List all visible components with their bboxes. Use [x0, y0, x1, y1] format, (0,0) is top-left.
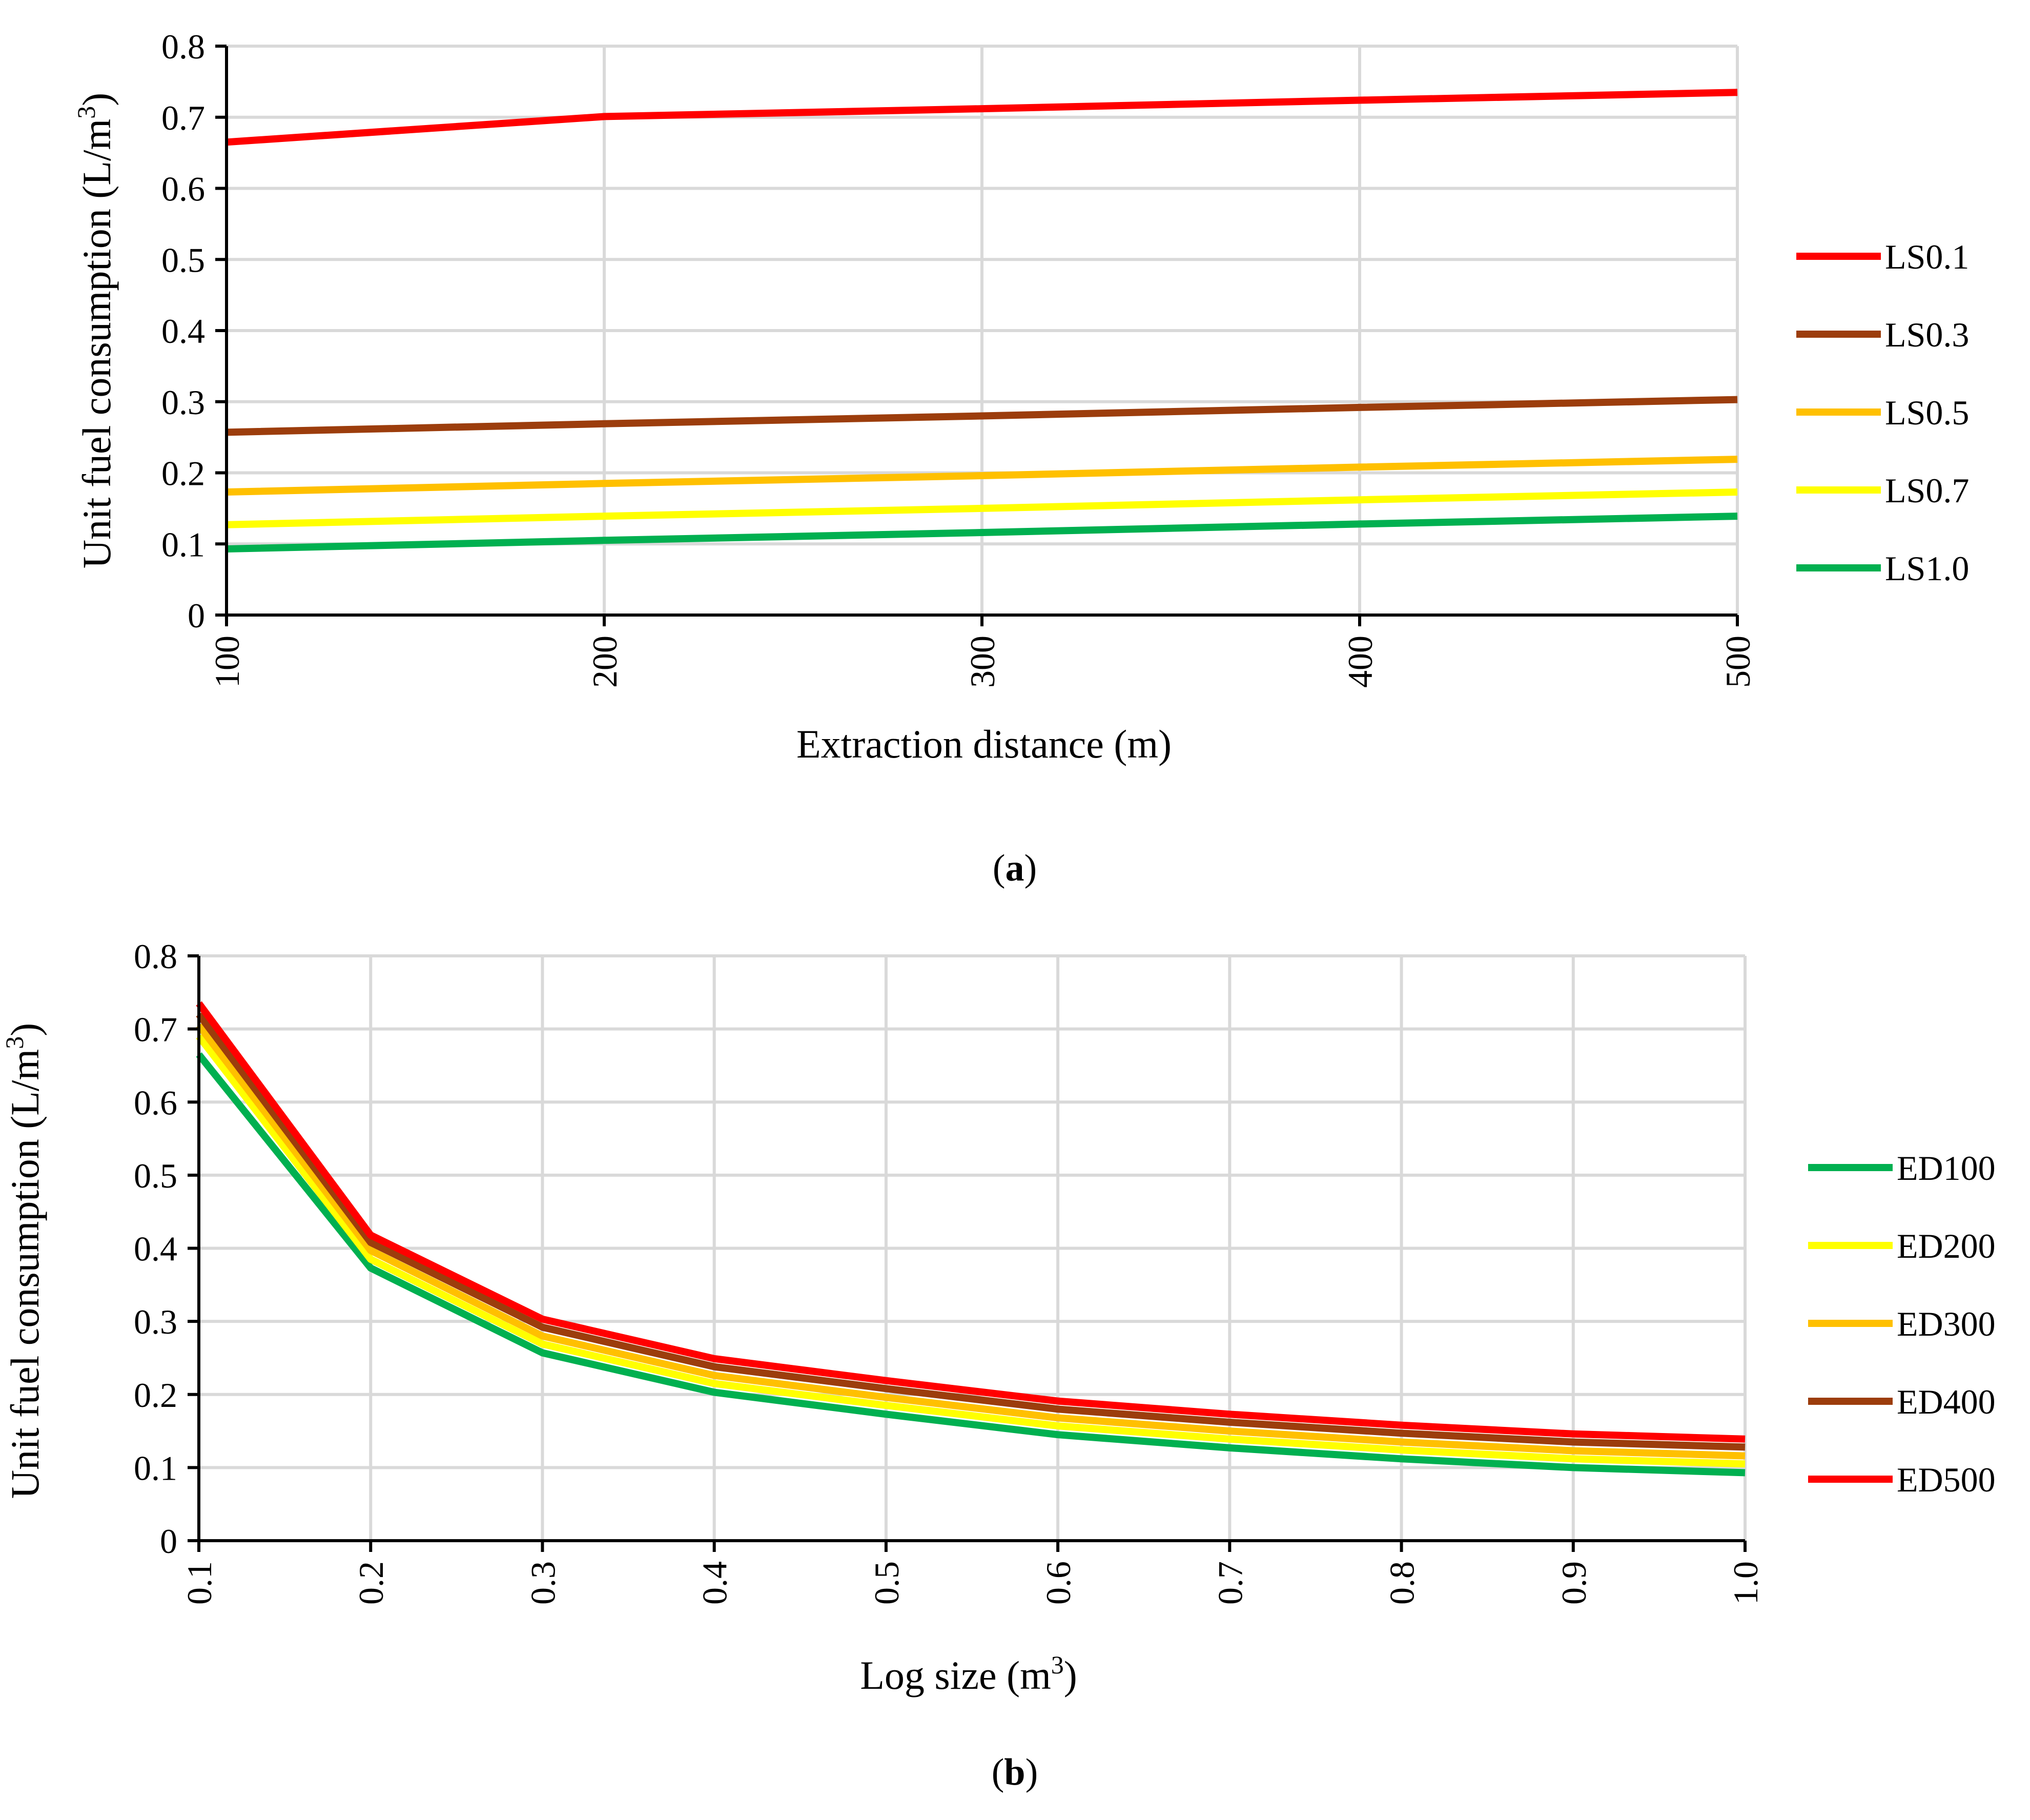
chart-b-y-axis-title-text: Unit fuel consumption (L/m [3, 1049, 47, 1499]
chart-b-y-tick-label: 0.6 [134, 1083, 177, 1122]
chart-b-caption: (b) [992, 1751, 1038, 1793]
chart-b-x-tick-label: 0.4 [695, 1561, 734, 1605]
chart-b-x-axis-title-text: Log size (m [860, 1653, 1051, 1698]
chart-b-x-tick-label: 1.0 [1726, 1561, 1765, 1605]
chart-a-gridlines [227, 45, 1739, 615]
chart-b-x-tick-label: 0.8 [1383, 1561, 1422, 1605]
chart-b-x-axis-title-end: ) [1064, 1653, 1077, 1698]
chart-b-y-tick-label: 0.8 [134, 937, 177, 976]
chart-a-legend-label-ls0-1: LS0.1 [1885, 237, 1969, 276]
chart-b-x-tick-label: 0.5 [867, 1561, 906, 1605]
chart-b-y-axis-title: Unit fuel consumption (L/m3) [0, 1023, 47, 1499]
chart-a-x-tick-label: 300 [963, 636, 1002, 688]
chart-b-y-axis-title-sup: 3 [0, 1036, 29, 1049]
chart-b-x-ticks: 0.1 0.2 0.3 0.4 0.5 0.6 0.7 0.8 0.9 1.0 [180, 1561, 1765, 1605]
chart-a-legend-label-ls1-0: LS1.0 [1885, 549, 1969, 588]
chart-b-legend: ED100 ED200 ED300 ED400 ED500 [1808, 1149, 1996, 1499]
chart-b-x-tick-label: 0.3 [523, 1561, 562, 1605]
chart-b-y-tick-label: 0.3 [134, 1302, 177, 1341]
chart-b-y-tick-label: 0 [160, 1522, 177, 1561]
chart-a-series-ls0-1 [226, 89, 1738, 146]
chart-a-x-tick-label: 400 [1341, 636, 1380, 688]
chart-b-y-axis-title-end: ) [3, 1023, 47, 1036]
chart-b-x-tick-label: 0.9 [1554, 1561, 1593, 1605]
chart-a-legend-label-ls0-3: LS0.3 [1885, 315, 1969, 354]
chart-a-series-ls0-7 [226, 488, 1738, 528]
chart-b-y-tick-label: 0.4 [134, 1230, 177, 1269]
chart-a-series-ls1-0 [226, 513, 1738, 553]
chart-b-caption-letter: b [1004, 1751, 1025, 1793]
chart-a-x-tick-label: 100 [208, 636, 247, 688]
chart-b-x-tick-label: 0.7 [1211, 1561, 1249, 1605]
chart-b-series-ed500 [196, 1001, 1746, 1443]
chart-a-x-ticks: 100 200 300 400 500 [208, 636, 1757, 688]
chart-a-y-tick-label: 0.6 [161, 170, 205, 209]
chart-a-series [226, 89, 1738, 553]
chart-b-series-ed300 [196, 1023, 1746, 1460]
chart-b-series-ed200 [196, 1034, 1746, 1468]
chart-b-y-tick-label: 0.7 [134, 1010, 177, 1049]
chart-a-caption: (a) [993, 847, 1037, 889]
chart-a-series-ls0-5 [226, 456, 1738, 496]
chart-b-axes [188, 954, 1747, 1552]
chart-a-y-axis-title: Unit fuel consumption (L/m3) [72, 93, 119, 568]
chart-b-series-ed400 [196, 1012, 1746, 1451]
chart-a-y-tick-label: 0.2 [161, 454, 205, 493]
chart-a-y-ticks: 0 0.1 0.2 0.3 0.4 0.5 0.6 0.7 0.8 [161, 27, 205, 635]
chart-b-x-tick-label: 0.2 [352, 1561, 391, 1605]
chart-a-x-tick-label: 200 [585, 636, 624, 688]
chart-a-y-axis-title-text: Unit fuel consumption (L/m [74, 119, 119, 568]
chart-b-x-tick-label: 0.6 [1039, 1561, 1078, 1605]
chart-a-y-tick-label: 0.7 [161, 98, 205, 137]
chart-b-legend-label-ed400: ED400 [1897, 1382, 1996, 1421]
chart-b-series-ed100 [196, 1052, 1746, 1477]
chart-b: 00.10.20.30.40.50.60.70.8 0.1 0.2 0.3 0.4 0.… [0, 937, 1996, 1793]
chart-a-y-tick-label: 0.5 [161, 240, 205, 279]
chart-a-legend-label-ls0-5: LS0.5 [1885, 393, 1969, 432]
chart-a-y-tick-label: 0.3 [161, 383, 205, 422]
chart-a-series-ls0-3 [226, 396, 1738, 436]
chart-b-gridlines [199, 954, 1747, 1541]
chart-b-legend-label-ed100: ED100 [1897, 1149, 1996, 1188]
chart-a-y-tick-label: 0.1 [161, 525, 205, 564]
chart-b-y-tick-label: 0.5 [134, 1156, 177, 1195]
chart-a-legend-label-ls0-7: LS0.7 [1885, 471, 1969, 510]
chart-b-series [196, 1001, 1746, 1477]
chart-a-y-axis-title-end: ) [74, 93, 119, 106]
chart-b-y-ticks: 0 0.1 0.2 0.3 0.4 0.5 0.6 0.7 0.8 [134, 937, 177, 1561]
chart-a-caption-letter: a [1006, 847, 1024, 889]
chart-b-y-tick-label: 0.1 [134, 1448, 177, 1487]
chart-a-y-axis-title-sup: 3 [72, 106, 100, 119]
chart-a-axes [215, 45, 1739, 626]
chart-a-x-tick-label: 500 [1718, 636, 1757, 688]
chart-b-legend-label-ed500: ED500 [1897, 1460, 1996, 1499]
chart-a-y-tick-label: 0.8 [161, 27, 205, 66]
chart-a: 0 0.1 0.2 0.3 0.4 0.5 0.6 0.7 0.8 100 200 300 400 50… [72, 27, 1969, 889]
chart-b-legend-label-ed300: ED300 [1897, 1304, 1996, 1343]
chart-a-y-tick-label: 0 [188, 596, 205, 635]
chart-a-x-axis-title: Extraction distance (m) [796, 722, 1172, 766]
chart-b-x-axis-title: Log size (m3) [860, 1650, 1077, 1698]
chart-b-x-tick-label: 0.1 [180, 1561, 219, 1605]
chart-b-x-axis-title-sup: 3 [1051, 1650, 1064, 1679]
chart-a-legend: LS0.1 LS0.3 LS0.5 LS0.7 LS1.0 [1796, 237, 1969, 588]
chart-b-legend-label-ed200: ED200 [1897, 1226, 1996, 1265]
chart-b-y-tick-label: 0.2 [134, 1376, 177, 1415]
chart-a-y-tick-label: 0.4 [161, 312, 205, 351]
